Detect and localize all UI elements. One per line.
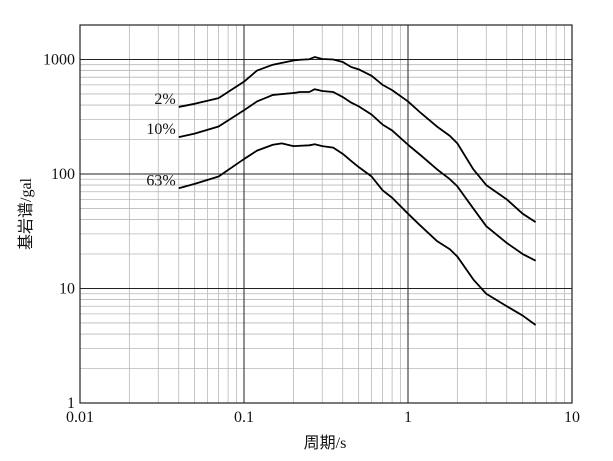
y-tick-label: 10	[59, 280, 75, 297]
y-tick-label: 1	[67, 395, 75, 412]
series-lines	[178, 56, 537, 326]
series-label-2: 63%	[146, 172, 175, 189]
x-axis-label: 周期/s	[304, 434, 347, 452]
y-tick-label: 1000	[43, 51, 75, 68]
series-line-0	[178, 56, 537, 223]
x-tick-label: 1	[404, 409, 412, 426]
series-line-2	[178, 142, 537, 326]
series-label-1: 10%	[146, 121, 175, 138]
series-line-1	[178, 88, 537, 262]
axes	[79, 24, 573, 404]
x-tick-label: 0.1	[234, 409, 254, 426]
y-tick-label: 100	[51, 166, 75, 183]
series-label-0: 2%	[154, 91, 175, 108]
x-tick-label: 10	[564, 409, 580, 426]
labels: 0.01 0.1 1 10 1 10 100 1000 2% 10% 63%	[43, 51, 580, 426]
y-axis-label: 基岩谱/gal	[17, 177, 35, 250]
grid	[79, 25, 573, 404]
plot-frame	[79, 24, 573, 404]
x-tick-label: 0.01	[66, 409, 94, 426]
